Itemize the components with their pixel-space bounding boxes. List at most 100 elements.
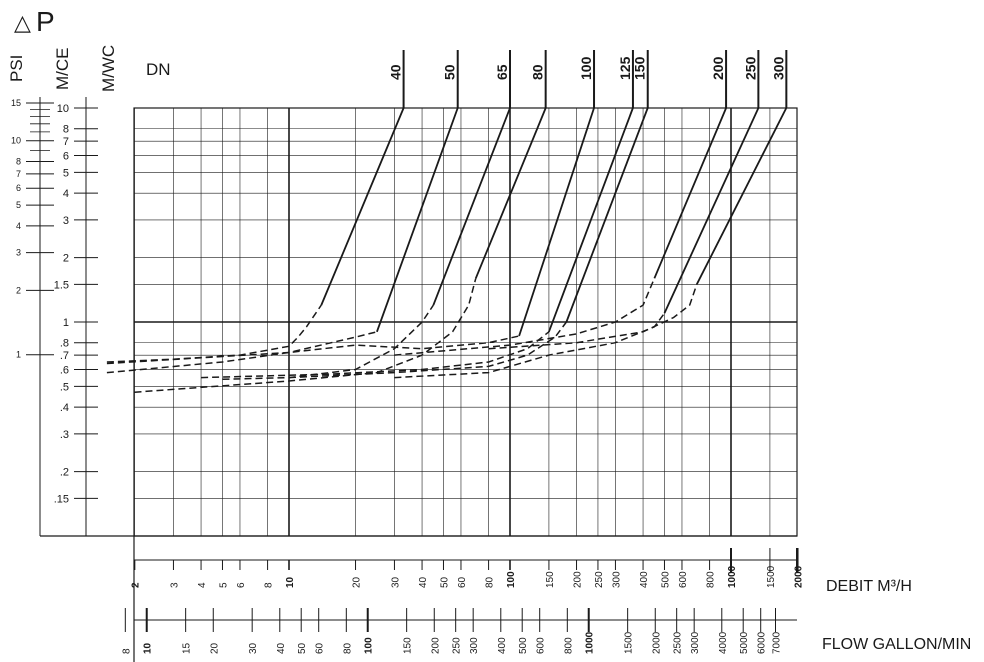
gpm-tick-label: 1000 (585, 631, 596, 654)
dn-label-65: 65 (494, 64, 510, 80)
gpm-tick-label: 400 (497, 637, 508, 654)
psi-tick-label: 2 (16, 285, 21, 295)
m3h-tick-label: 6 (236, 582, 247, 588)
mce-tick-label: .3 (60, 429, 69, 441)
mce-tick-label: 4 (63, 188, 69, 200)
mce-tick-label: .15 (54, 493, 69, 505)
dn-label-125: 125 (617, 56, 633, 80)
psi-tick-label: 15 (11, 98, 21, 108)
dn-curve-150-dashed (288, 321, 568, 379)
psi-tick-label: 7 (16, 169, 21, 179)
dn-curve-300-dashed (488, 284, 698, 350)
dn-label-40: 40 (388, 64, 404, 80)
mce-tick-label: 1 (63, 317, 69, 329)
gpm-tick-label: 6000 (757, 631, 768, 654)
psi-tick-label: 1 (16, 350, 21, 360)
dn-curve-80-solid (474, 107, 547, 279)
dn-curve-200-dashed (394, 278, 656, 356)
dn-label-50: 50 (442, 64, 458, 80)
mce-tick-label: 7 (63, 136, 69, 148)
mce-tick-label: 5 (63, 167, 69, 179)
psi-tick-label: 10 (11, 136, 21, 146)
x-axis-label-gpm: FLOW GALLON/MIN (822, 636, 971, 653)
dn-label-250: 250 (742, 56, 758, 80)
m3h-tick-label: 4 (197, 582, 208, 588)
m3h-tick-label: 60 (457, 576, 468, 588)
mce-tick-label: .6 (60, 364, 69, 376)
m3h-tick-label: 2000 (794, 565, 805, 588)
gpm-tick-label: 4000 (718, 631, 729, 654)
mce-tick-label: .2 (60, 467, 69, 479)
dn-curve-65-solid (432, 107, 511, 306)
m3h-tick-label: 250 (594, 571, 605, 588)
psi-axis-label: PSI (7, 55, 26, 82)
dn-curve-100-solid (518, 107, 595, 337)
m3h-tick-label: 200 (573, 571, 584, 588)
m3h-tick-label: 5 (219, 582, 230, 588)
mwc-axis-label: M/WC (99, 45, 118, 92)
gpm-tick-label: 200 (430, 637, 441, 654)
psi-tick-label: 3 (16, 248, 21, 258)
m3h-tick-label: 1000 (727, 565, 738, 588)
chart-title: P (36, 6, 55, 37)
m3h-tick-label: 20 (352, 576, 363, 588)
gpm-tick-label: 8 (121, 648, 132, 654)
gpm-tick-label: 15 (182, 642, 193, 654)
mce-tick-label: 2 (63, 253, 69, 265)
dn-label-80: 80 (530, 64, 546, 80)
psi-tick-label: 5 (16, 200, 21, 210)
gpm-tick-label: 600 (536, 637, 547, 654)
gpm-tick-label: 60 (315, 642, 326, 654)
mce-tick-label: 8 (63, 124, 69, 136)
dn-curve-125-solid (548, 107, 634, 333)
dn-label-200: 200 (710, 56, 726, 80)
dn-curve-125-dashed (201, 331, 550, 379)
dn-label-300: 300 (770, 56, 786, 80)
m3h-tick-label: 2 (131, 582, 142, 588)
mce-tick-label: .8 (60, 338, 69, 350)
m3h-tick-label: 10 (285, 576, 296, 588)
delta-symbol: △ (14, 10, 31, 35)
psi-tick-label: 4 (16, 221, 21, 231)
gpm-tick-label: 80 (342, 642, 353, 654)
mce-tick-label: .7 (60, 350, 69, 362)
chart-frame (39, 97, 798, 662)
mce-tick-label: 1.5 (54, 279, 69, 291)
dn-curve-80-dashed (134, 278, 477, 393)
dn-curve-100-dashed (106, 335, 520, 374)
gpm-tick-label: 250 (452, 637, 463, 654)
mce-tick-label: .5 (60, 381, 69, 393)
dn-curve-50-dashed (106, 331, 378, 365)
dn-curve-200-solid (653, 107, 727, 279)
gpm-tick-label: 50 (297, 642, 308, 654)
m3h-tick-label: 40 (418, 576, 429, 588)
m3h-tick-label: 800 (706, 571, 717, 588)
mce-axis-label: M/CE (53, 48, 72, 91)
gpm-tick-label: 2000 (651, 631, 662, 654)
m3h-tick-label: 300 (611, 571, 622, 588)
gpm-tick-label: 500 (518, 637, 529, 654)
gpm-tick-label: 3000 (690, 631, 701, 654)
dn-label-100: 100 (578, 56, 594, 80)
gpm-tick-label: 800 (563, 637, 574, 654)
gpm-tick-label: 150 (403, 637, 414, 654)
m3h-tick-label: 8 (264, 582, 275, 588)
gpm-tick-label: 30 (248, 642, 259, 654)
dn-curve-150-solid (565, 107, 649, 323)
grid (134, 108, 797, 536)
m3h-tick-label: 30 (390, 576, 401, 588)
m3h-tick-label: 50 (440, 576, 451, 588)
m3h-tick-label: 600 (678, 571, 689, 588)
mce-tick-label: 3 (63, 215, 69, 227)
m3h-tick-label: 80 (485, 576, 496, 588)
dn-curve-250-solid (663, 107, 760, 314)
gpm-tick-label: 2500 (673, 631, 684, 654)
gpm-tick-label: 40 (276, 642, 287, 654)
dn-curve-50-solid (376, 107, 459, 333)
dn-curve-250-dashed (394, 312, 666, 379)
psi-tick-label: 6 (16, 183, 21, 193)
m3h-tick-label: 400 (639, 571, 650, 588)
gpm-tick-label: 10 (143, 642, 154, 654)
